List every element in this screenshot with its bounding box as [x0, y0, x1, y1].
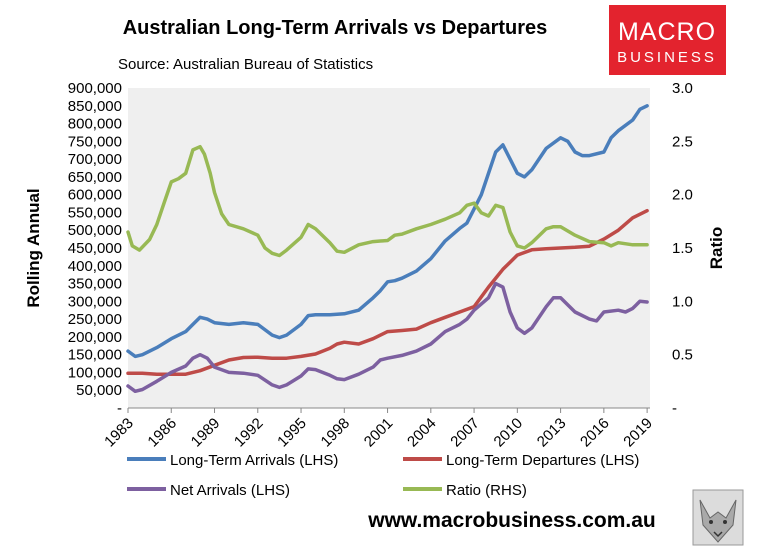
legend-label-arrivals: Long-Term Arrivals (LHS): [170, 452, 338, 469]
x-tick-label: 2001: [361, 415, 397, 451]
chart-title: Australian Long-Term Arrivals vs Departu…: [123, 17, 548, 39]
y-left-tick-label: -: [117, 400, 122, 417]
x-tick-label: 2016: [577, 415, 613, 451]
y-left-tick-label: 250,000: [68, 311, 122, 328]
y-left-tick-label: 550,000: [68, 204, 122, 221]
y-left-tick-label: 800,000: [68, 116, 122, 133]
y-axis-left-ticks: -50,000100,000150,000200,000250,000300,0…: [68, 80, 122, 417]
y-axis-left-title: Rolling Annual: [24, 188, 43, 307]
x-tick-label: 1986: [144, 415, 180, 451]
series-line-net-arrivals: [126, 281, 649, 394]
y-left-tick-label: 100,000: [68, 364, 122, 381]
x-axis-ticks: 1983 1986 1989 1992 1995 1998 2001 2004 2007 2010…: [101, 408, 656, 450]
y-right-tick-label: 2.5: [672, 133, 693, 150]
y-left-tick-label: 150,000: [68, 347, 122, 364]
x-tick-label: 2004: [404, 415, 440, 451]
series-lines: [126, 104, 649, 394]
y-left-tick-label: 200,000: [68, 329, 122, 346]
legend-label-ratio: Ratio (RHS): [446, 482, 527, 499]
y-left-tick-label: 500,000: [68, 222, 122, 239]
series-line-departures: [126, 208, 649, 376]
y-right-tick-label: 2.0: [672, 187, 693, 204]
y-axis-right-title: Ratio: [707, 227, 726, 270]
x-tick-label: 2019: [620, 415, 656, 451]
y-axis-right-ticks: - 0.5 1.0 1.5 2.0 2.5 3.0: [672, 80, 693, 417]
y-left-tick-label: 450,000: [68, 240, 122, 257]
y-left-tick-label: 400,000: [68, 258, 122, 275]
legend: Long-Term Arrivals (LHS) Long-Term Depar…: [127, 452, 639, 499]
wolf-logo: [692, 489, 744, 546]
legend-label-departures: Long-Term Departures (LHS): [446, 452, 639, 469]
chart-source: Source: Australian Bureau of Statistics: [118, 56, 373, 73]
y-right-tick-label: 0.5: [672, 347, 693, 364]
y-left-tick-label: 850,000: [68, 98, 122, 115]
x-tick-label: 1992: [231, 415, 267, 451]
y-right-tick-label: 1.0: [672, 293, 693, 310]
website-url: www.macrobusiness.com.au: [367, 509, 655, 532]
logo-line-1: MACRO: [618, 18, 716, 46]
x-tick-label: 1998: [318, 415, 354, 451]
logo-background: [609, 5, 726, 75]
y-left-tick-label: 700,000: [68, 151, 122, 168]
y-left-tick-label: 650,000: [68, 169, 122, 186]
x-tick-label: 2010: [491, 415, 527, 451]
series-line-arrivals: [126, 104, 649, 359]
x-tick-label: 2007: [447, 415, 483, 451]
y-left-tick-label: 750,000: [68, 133, 122, 150]
y-left-tick-label: 300,000: [68, 293, 122, 310]
y-right-tick-label: -: [672, 400, 677, 417]
y-left-tick-label: 350,000: [68, 276, 122, 293]
y-left-tick-label: 600,000: [68, 187, 122, 204]
logo-line-2: BUSINESS: [617, 49, 717, 66]
x-tick-label: 1983: [101, 415, 137, 451]
legend-label-net: Net Arrivals (LHS): [170, 482, 290, 499]
macrobusiness-logo: MACRO BUSINESS: [609, 5, 726, 75]
y-left-tick-label: 900,000: [68, 80, 122, 97]
y-right-tick-label: 1.5: [672, 240, 693, 257]
y-left-tick-label: 50,000: [76, 382, 122, 399]
x-tick-label: 1995: [274, 415, 310, 451]
y-right-tick-label: 3.0: [672, 80, 693, 97]
series-line-ratio: [126, 144, 649, 258]
x-tick-label: 2013: [534, 415, 570, 451]
x-tick-label: 1989: [188, 415, 224, 451]
